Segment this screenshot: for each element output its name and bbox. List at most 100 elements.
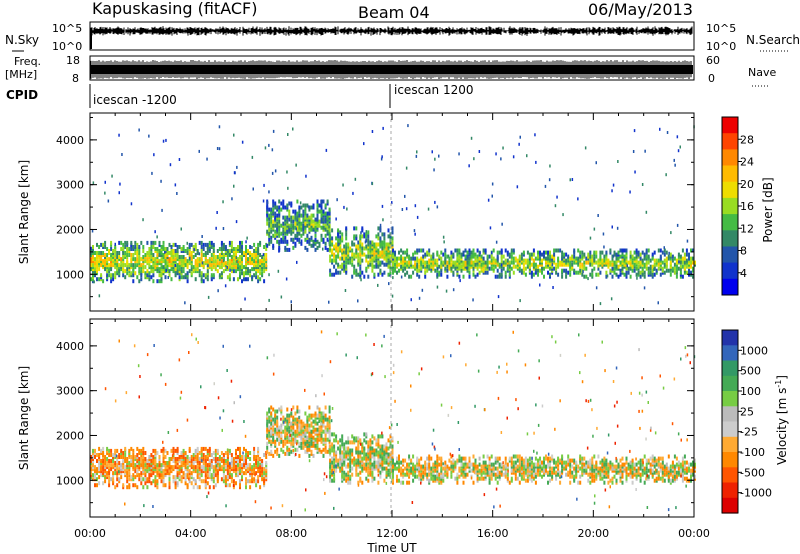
echo-cell	[222, 245, 225, 249]
echo-cell	[190, 255, 193, 259]
echo-cell	[361, 234, 364, 239]
echo-cell	[132, 461, 135, 465]
echo-cell	[351, 240, 354, 245]
echo-cell	[304, 245, 307, 250]
scatter-cell	[336, 198, 338, 202]
echo-cell	[196, 485, 199, 490]
echo-cell	[494, 258, 497, 263]
echo-cell	[200, 479, 203, 484]
colorbar-tick-label: 20	[740, 178, 754, 191]
echo-cell	[597, 262, 600, 267]
echo-cell	[383, 250, 386, 255]
echo-cell	[300, 213, 303, 218]
echo-cell	[148, 479, 151, 484]
echo-cell	[502, 254, 505, 259]
echo-cell	[537, 254, 539, 259]
echo-cell	[130, 446, 133, 451]
nsky-tick-top: 10^5	[52, 22, 82, 35]
scatter-cell	[416, 215, 419, 219]
echo-cell	[253, 463, 256, 468]
echo-cell	[432, 260, 435, 265]
echo-cell	[446, 254, 449, 259]
echo-cell	[265, 257, 268, 262]
echo-cell	[112, 257, 115, 262]
scatter-cell	[479, 251, 481, 255]
echo-cell	[168, 269, 171, 274]
echo-cell	[140, 477, 143, 482]
echo-cell	[363, 232, 366, 237]
echo-cell	[284, 451, 287, 456]
echo-cell	[649, 258, 652, 263]
echo-cell	[110, 247, 113, 251]
echo-cell	[98, 465, 101, 470]
echo-cell	[170, 457, 173, 461]
echo-cell	[343, 244, 346, 249]
echo-cell	[270, 429, 273, 434]
echo-cell	[180, 269, 183, 274]
echo-cell	[202, 479, 205, 484]
echo-cell	[339, 264, 342, 269]
colorbar-segment	[722, 214, 738, 231]
scatter-cell	[180, 227, 182, 231]
scatter-cell	[363, 142, 365, 146]
scatter-cell	[491, 194, 493, 198]
echo-cell	[270, 229, 273, 234]
echo-cell	[106, 253, 109, 257]
echo-cell	[255, 483, 258, 488]
echo-cell	[263, 477, 266, 482]
echo-cell	[659, 248, 662, 253]
echo-cell	[635, 250, 638, 255]
echo-cell	[555, 248, 558, 253]
echo-cell	[290, 219, 293, 224]
echo-cell	[379, 238, 382, 243]
echo-cell	[402, 262, 405, 267]
echo-cell	[270, 451, 273, 456]
echo-cell	[298, 213, 301, 218]
echo-cell	[146, 240, 149, 245]
echo-cell	[208, 240, 211, 245]
echo-cell	[98, 251, 101, 255]
echo-cell	[365, 258, 368, 263]
echo-cell	[192, 461, 195, 465]
echo-cell	[259, 271, 262, 276]
echo-cell	[286, 435, 289, 440]
echo-cell	[270, 219, 273, 224]
echo-cell	[292, 215, 295, 220]
echo-cell	[182, 448, 185, 453]
scatter-cell	[674, 163, 676, 167]
echo-cell	[355, 250, 358, 255]
echo-cell	[126, 259, 129, 264]
echo-cell	[394, 256, 396, 261]
echo-cell	[591, 272, 594, 277]
echo-cell	[623, 262, 626, 267]
echo-cell	[690, 270, 692, 275]
echo-cell	[639, 270, 642, 275]
echo-cell	[182, 451, 185, 455]
echo-cell	[208, 459, 211, 463]
echo-cell	[206, 269, 209, 274]
scatter-cell	[154, 230, 156, 234]
echo-cell	[692, 256, 694, 261]
echo-cell	[462, 274, 465, 279]
echo-cell	[158, 279, 161, 284]
echo-cell	[286, 219, 289, 224]
scatter-cell	[645, 210, 648, 214]
echo-cell	[112, 277, 115, 282]
echo-cell	[675, 262, 678, 267]
echo-cell	[228, 469, 231, 474]
echo-cell	[194, 253, 197, 257]
echo-cell	[94, 271, 96, 276]
echo-cell	[530, 256, 533, 261]
echo-cell	[265, 455, 268, 459]
echo-cell	[657, 262, 660, 267]
echo-cell	[94, 483, 96, 488]
echo-cell	[214, 259, 217, 264]
echo-cell	[440, 256, 443, 261]
echo-cell	[359, 252, 362, 257]
scatter-cell	[668, 251, 670, 255]
echo-cell	[335, 242, 338, 247]
echo-cell	[609, 248, 612, 253]
echo-cell	[468, 270, 471, 275]
echo-cell	[385, 256, 388, 261]
echo-cell	[144, 271, 147, 276]
